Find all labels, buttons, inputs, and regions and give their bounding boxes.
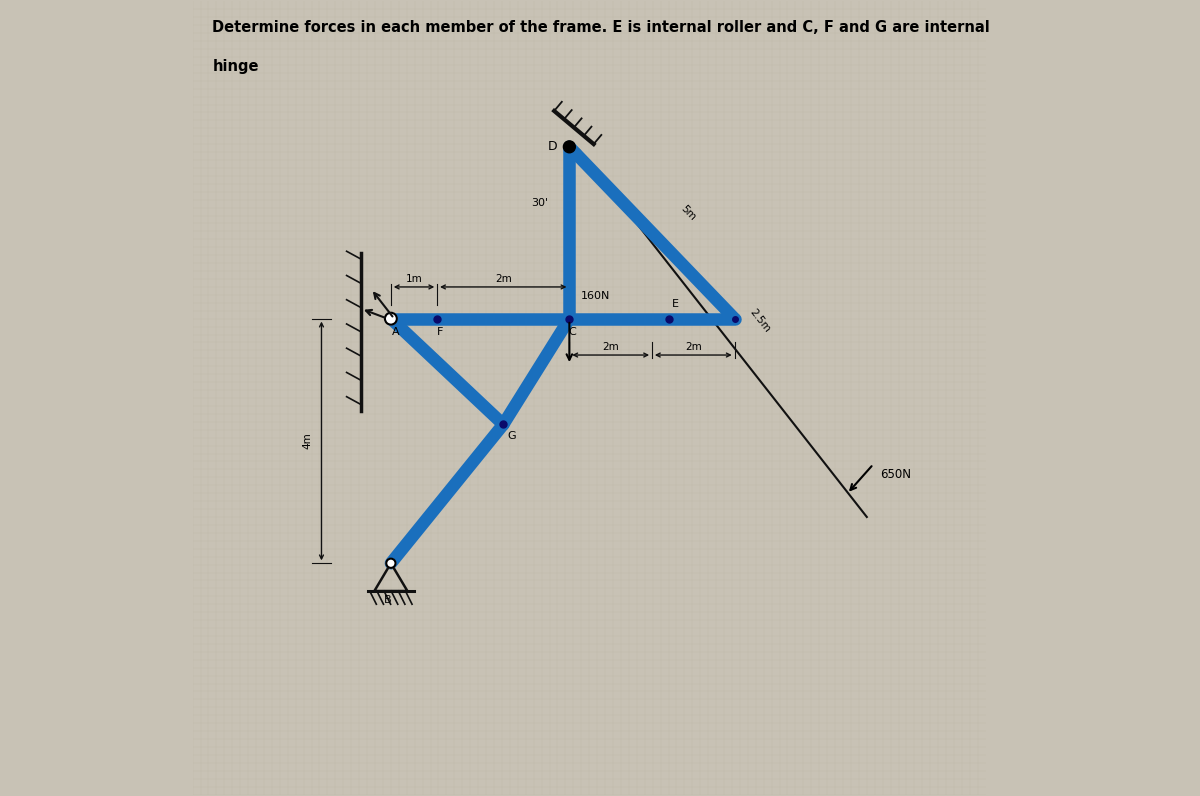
- Text: 2m: 2m: [685, 342, 702, 353]
- Text: D: D: [548, 140, 558, 153]
- Circle shape: [564, 141, 575, 153]
- Text: 5m: 5m: [679, 204, 697, 222]
- Text: Determine forces in each member of the frame. E is internal roller and C, F and : Determine forces in each member of the f…: [212, 20, 990, 35]
- Text: 4m: 4m: [302, 432, 312, 449]
- Text: A: A: [392, 327, 400, 338]
- Circle shape: [386, 559, 396, 568]
- Text: 650N: 650N: [880, 467, 911, 481]
- Circle shape: [385, 313, 397, 325]
- Text: hinge: hinge: [212, 59, 259, 74]
- Text: E: E: [672, 298, 679, 309]
- Text: 2.5m: 2.5m: [748, 306, 772, 334]
- Text: 2m: 2m: [494, 275, 511, 284]
- Text: 1m: 1m: [406, 275, 422, 284]
- Text: B: B: [384, 595, 391, 605]
- Text: 30': 30': [532, 198, 548, 208]
- Text: F: F: [437, 327, 444, 338]
- Text: 2m: 2m: [602, 342, 619, 353]
- Text: 160N: 160N: [581, 291, 611, 301]
- Text: C: C: [569, 327, 576, 338]
- Text: G: G: [506, 431, 516, 441]
